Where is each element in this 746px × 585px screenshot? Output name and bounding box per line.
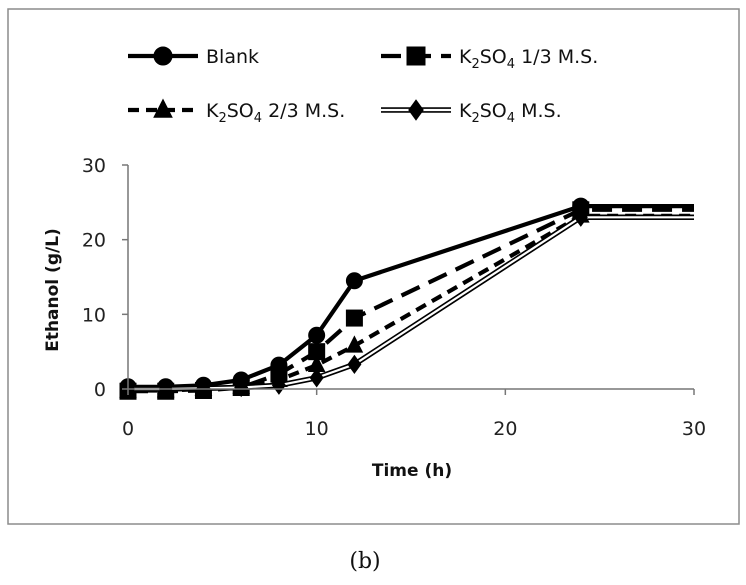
legend-label-part: SO <box>227 100 254 122</box>
legend-label-subscript: 2 <box>471 57 479 72</box>
data-point <box>345 272 363 290</box>
legend-entry: K2SO4 M.S. <box>381 99 562 126</box>
legend-label-part: K <box>459 46 472 68</box>
data-point <box>347 354 362 375</box>
legend-label-subscript: 2 <box>471 111 479 126</box>
y-tick-label: 20 <box>82 230 106 252</box>
chart-frame <box>7 8 740 525</box>
y-axis-title: Ethanol (g/L) <box>43 228 63 352</box>
legend-entry: K2SO4 2/3 M.S. <box>128 98 345 126</box>
legend: Blank K2SO4 1/3 M.S.K2SO4 2/3 M.S. K2SO4 M… <box>128 46 598 126</box>
legend-marker <box>153 46 173 66</box>
ticks: 0 10 20 30 0 10 20 30 <box>82 155 706 440</box>
legend-marker <box>408 99 424 121</box>
y-tick-label: 30 <box>82 155 106 177</box>
legend-label-subscript: 4 <box>254 111 262 126</box>
legend-label-part: K <box>459 100 472 122</box>
data-point <box>573 207 588 227</box>
x-tick-label: 30 <box>682 418 706 440</box>
legend-label-part: 1/3 M.S. <box>515 46 598 68</box>
x-tick-label: 20 <box>493 418 517 440</box>
legend-label: K2SO4 2/3 M.S. <box>206 100 345 126</box>
legend-entry: K2SO4 1/3 M.S. <box>381 46 598 72</box>
legend-label: K2SO4 1/3 M.S. <box>459 46 598 72</box>
axes <box>127 165 694 390</box>
data-point <box>234 377 249 398</box>
legend-label-part: K <box>206 100 219 122</box>
legend-label-part: SO <box>480 46 507 68</box>
x-tick-label: 10 <box>305 418 329 440</box>
y-tick-label: 0 <box>94 379 106 401</box>
x-tick-label: 0 <box>122 418 134 440</box>
y-tick-label: 10 <box>82 304 106 326</box>
legend-label-subscript: 4 <box>507 111 515 126</box>
data-point <box>345 335 364 353</box>
legend-label-part: 2/3 M.S. <box>262 100 345 122</box>
legend-label-subscript: 4 <box>507 57 515 72</box>
legend-label-part: SO <box>480 100 507 122</box>
legend-label-subscript: 2 <box>218 111 226 126</box>
legend-marker <box>406 46 426 66</box>
legend-label-part: Blank <box>206 46 259 68</box>
legend-entry: Blank <box>128 46 259 68</box>
legend-label: Blank <box>206 46 259 68</box>
figure-caption: (b) <box>349 549 380 574</box>
legend-marker <box>153 98 173 118</box>
data-point <box>308 326 326 344</box>
legend-label: K2SO4 M.S. <box>459 100 562 126</box>
x-axis-title: Time (h) <box>372 461 452 481</box>
data-point <box>345 309 363 327</box>
legend-label-part: M.S. <box>515 100 562 122</box>
data-point <box>309 368 324 388</box>
